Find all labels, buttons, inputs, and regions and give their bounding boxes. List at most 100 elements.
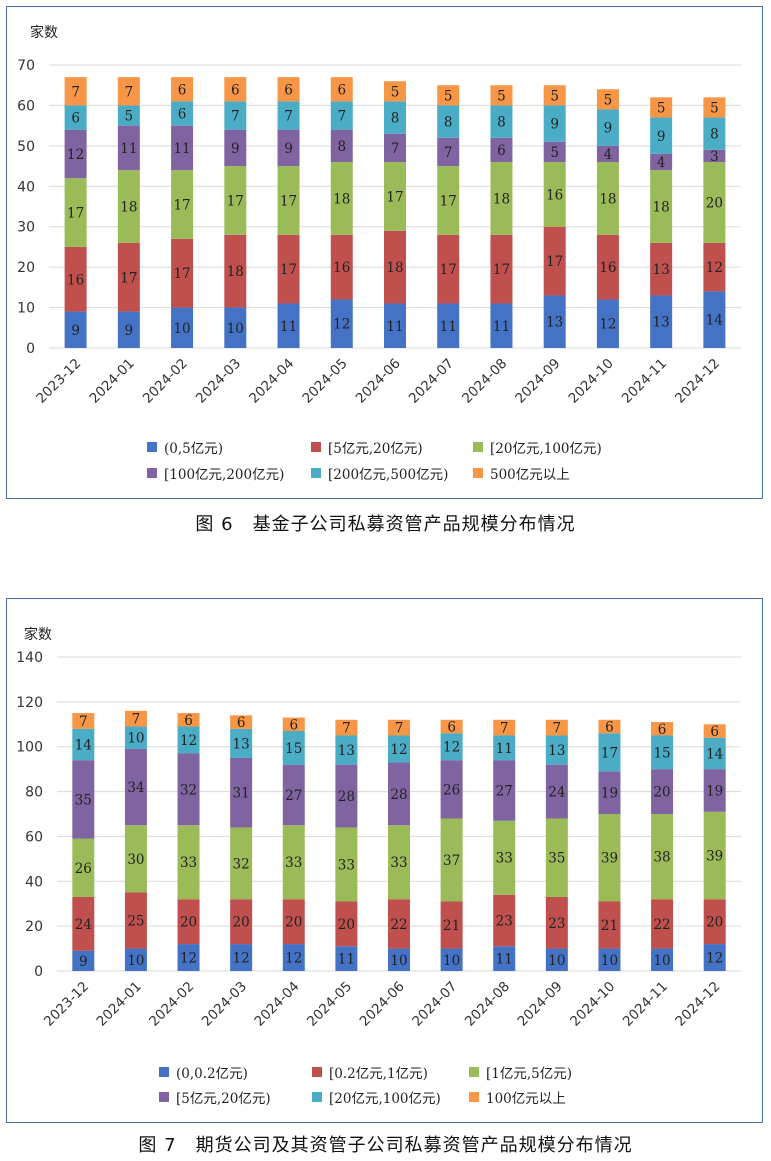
data-label: 13 [653,262,670,278]
data-label: 17 [386,189,403,205]
bar-segment [598,901,621,949]
legend-swatch [159,1092,169,1102]
data-label: 10 [653,953,670,969]
bar-segment [64,105,87,130]
x-tick-label: 2024-06 [357,979,408,1030]
bar-segment [177,713,200,727]
bar-segment [171,77,194,102]
data-label: 34 [127,780,144,796]
data-label: 15 [285,741,302,757]
data-label: 10 [173,321,190,337]
data-label: 20 [338,917,355,933]
bar-segment [335,946,358,971]
bar-segment [277,234,300,304]
legend-item: [1亿元,5亿元) [469,1062,572,1082]
bar-segment [703,117,726,150]
bar-segment [440,760,463,819]
bar-segment [384,133,406,163]
data-label: 17 [280,262,297,278]
bar-segment [282,731,305,765]
legend-item: [20亿元,100亿元) [312,1087,441,1107]
bar-segment [596,89,619,110]
bar-segment [440,733,463,761]
data-label: 7 [337,109,346,125]
data-label: 11 [338,952,355,968]
data-label: 6 [289,717,298,733]
data-label: 9 [231,141,240,157]
x-tick-label: 2024-02 [140,356,191,407]
data-label: 9 [79,954,88,970]
bar-segment [703,737,726,770]
data-label: 17 [67,206,84,222]
data-label: 39 [601,851,618,867]
bar-segment [171,307,194,348]
data-label: 5 [125,109,134,125]
bar-segment [596,234,619,300]
data-label: 17 [227,193,244,209]
bar-segment [703,899,726,945]
legend-label: 500亿元以上 [490,467,570,483]
bar-segment [596,299,619,348]
data-label: 18 [599,191,616,207]
bar-segment [384,303,406,348]
bar-segment [651,769,674,814]
y-tick-label: 20 [25,919,43,935]
bar-segment [703,162,726,243]
bar-segment [650,242,673,296]
data-label: 17 [440,193,457,209]
x-tick-label: 2023-12 [41,979,92,1030]
data-label: 33 [285,855,302,871]
y-tick-label: 30 [17,220,35,236]
bar-segment [64,246,87,312]
bar-segment [224,234,247,308]
x-tick-label: 2024-03 [193,356,244,407]
data-label: 6 [71,111,80,127]
data-label: 13 [548,743,565,759]
y-tick-label: 100 [16,740,43,756]
bar-segment [703,811,726,900]
x-tick-label: 2024-08 [462,979,513,1030]
data-label: 5 [391,84,400,100]
x-tick-label: 2024-10 [567,979,618,1030]
bar-segment [543,105,566,142]
data-label: 6 [658,722,667,738]
bar-segment [490,137,513,163]
bar-segment [277,166,300,235]
bar-segment [224,307,247,348]
bar-segment [650,153,673,171]
bar-segment [490,105,513,138]
legend-item: [5亿元,20亿元) [159,1087,271,1107]
bar-segment [440,818,463,902]
data-label: 12 [180,733,197,749]
bar-segment [703,724,726,738]
bar-segment [224,101,247,130]
bar-segment [64,77,87,106]
data-label: 7 [284,109,293,125]
x-tick-label: 2024-04 [251,979,302,1030]
legend-item: (0,0.2亿元) [159,1062,248,1082]
bar-segment [230,827,253,900]
data-label: 20 [706,915,723,931]
bar-segment [651,722,674,736]
data-label: 9 [284,141,293,157]
data-label: 6 [178,107,187,123]
data-label: 20 [233,915,250,931]
bar-segment [440,948,463,971]
data-label: 6 [337,82,346,98]
data-label: 12 [285,951,302,967]
data-label: 8 [710,127,719,143]
y-tick-label: 140 [16,650,43,666]
legend-swatch [312,1092,322,1102]
data-label: 17 [493,262,510,278]
bar-segment [437,85,460,106]
x-tick-label: 2024-03 [199,979,250,1030]
y-tick-label: 70 [17,58,35,74]
bar-segment [437,234,460,304]
data-label: 8 [497,115,506,131]
bar-segment [124,825,147,893]
bar-segment [598,733,621,772]
bar-segment [335,719,358,736]
data-label: 28 [338,789,355,805]
y-tick-label: 10 [17,301,35,317]
data-label: 7 [395,721,404,737]
